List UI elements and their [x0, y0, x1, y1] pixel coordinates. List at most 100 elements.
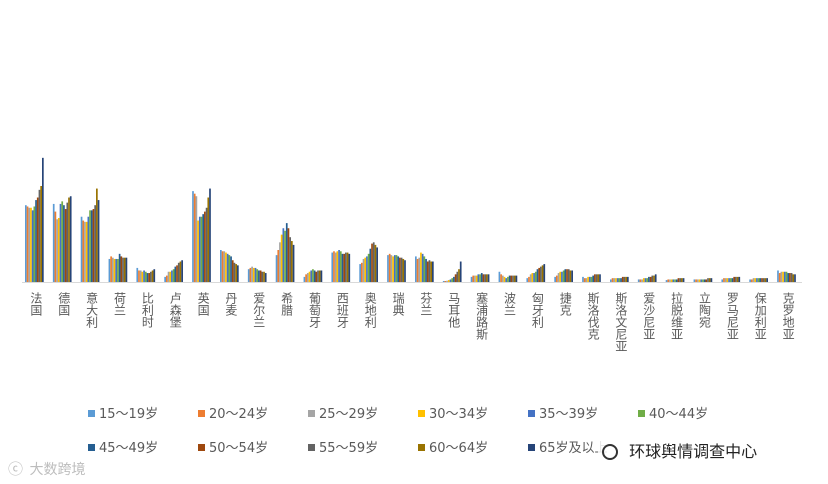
x-tick-label: 克罗地亚 [781, 292, 795, 340]
bar-24-4 [670, 279, 673, 282]
bar-11-10 [318, 270, 321, 282]
bar-1-10 [40, 186, 42, 282]
bar-8-4 [225, 252, 227, 282]
bar-8-3 [223, 251, 226, 282]
bar-16-3 [446, 280, 448, 282]
bar-7-8 [204, 211, 206, 282]
x-tick-labels: 法国 德国 意大利 荷兰 比利时 卢森堡 英国 丹麦 爱尔兰 希腊 葡萄牙 西班牙 奥地利 瑞典 芬兰 马耳他… [29, 291, 795, 352]
watermark-right: 环球舆情调查中心 [598, 436, 762, 464]
bar-4-3 [111, 257, 114, 282]
bar-15-3 [418, 257, 421, 282]
bar-22-1 [610, 279, 612, 282]
legend-swatch [638, 410, 645, 417]
x-tick-label: 荷兰 [113, 292, 127, 316]
bar-10-5 [282, 228, 285, 282]
bar-1-5 [31, 210, 34, 282]
bar-27-4 [754, 278, 757, 282]
bar-9-8 [259, 270, 262, 282]
bar-16-1 [442, 280, 445, 282]
bar-4-11 [125, 257, 128, 282]
bar-19-2 [528, 276, 530, 282]
bar-8-7 [230, 256, 232, 282]
bar-16-10 [458, 269, 460, 282]
bar-26-3 [724, 278, 727, 282]
bar-20-4 [559, 271, 562, 282]
bar-22-10 [625, 276, 627, 282]
bar-11-11 [320, 270, 323, 282]
x-tick-label: 意大利 [85, 291, 99, 328]
bar-14-3 [390, 255, 393, 282]
x-tick-label: 斯洛文尼亚 [614, 292, 628, 352]
bar-28-2 [778, 273, 781, 282]
x-tick-label: 德国 [57, 291, 71, 316]
bar-9-3 [251, 266, 253, 282]
bar-2-10 [68, 197, 70, 282]
bar-20-11 [571, 270, 573, 282]
bar-17-1 [470, 276, 473, 282]
bar-12-1 [331, 252, 334, 282]
bar-17-4 [475, 275, 478, 282]
bar-8-9 [233, 262, 236, 282]
bar-11-1 [303, 276, 306, 282]
bar-9-10 [263, 271, 265, 282]
bar-2-4 [57, 218, 60, 282]
bar-2-7 [63, 205, 65, 282]
bar-20-5 [561, 271, 563, 282]
bar-5-10 [151, 270, 154, 282]
bar-9-11 [264, 273, 267, 282]
x-tick-label: 保加利亚 [753, 292, 767, 340]
bar-2-8 [64, 209, 67, 282]
bar-7-2 [193, 193, 196, 282]
bar-11-5 [310, 270, 313, 282]
bar-5-1 [136, 267, 139, 282]
bar-23-6 [646, 278, 649, 282]
bar-25-8 [705, 279, 708, 282]
bar-1-3 [28, 207, 31, 282]
bar-12-8 [343, 253, 346, 282]
bar-10-3 [279, 242, 281, 282]
bar-12-4 [336, 251, 339, 282]
bar-19-3 [529, 274, 532, 282]
bar-6-5 [171, 270, 173, 282]
bar-1-8 [36, 197, 39, 282]
bar-23-2 [639, 279, 642, 282]
bar-25-1 [693, 279, 696, 282]
bar-12-10 [346, 252, 349, 282]
bar-24-5 [672, 279, 675, 282]
bar-28-8 [789, 273, 791, 282]
bar-6-7 [174, 266, 177, 282]
bar-1-4 [30, 207, 32, 282]
watermark-left-text: 大数跨境 [29, 462, 86, 478]
bar-26-11 [738, 276, 741, 282]
bar-10-7 [285, 223, 288, 282]
bar-21-5 [588, 276, 591, 282]
bar-8-11 [237, 265, 239, 282]
bar-19-11 [543, 264, 546, 282]
bar-16-6 [451, 278, 454, 282]
bar-18-9 [512, 275, 514, 282]
x-tick-label: 爱沙尼亚 [642, 292, 656, 340]
legend-label: 15～19岁 [99, 407, 158, 422]
bar-11-6 [312, 269, 314, 282]
bar-7-7 [202, 214, 205, 282]
bar-10-6 [284, 230, 286, 282]
bar-12-9 [345, 252, 347, 282]
x-tick-label: 丹麦 [224, 292, 238, 317]
bar-4-6 [117, 258, 119, 282]
bar-26-1 [721, 279, 724, 282]
bar-3-1 [80, 216, 83, 282]
bar-22-4 [615, 278, 617, 282]
bar-14-10 [402, 258, 405, 282]
bar-4-10 [123, 257, 126, 282]
bar-21-4 [587, 276, 589, 282]
bar-10-11 [292, 244, 295, 282]
bar-17-2 [472, 275, 475, 282]
bar-13-5 [366, 256, 368, 282]
bar-1-6 [33, 206, 36, 282]
legend-label: 40～44岁 [649, 407, 708, 422]
bar-2-3 [56, 219, 58, 282]
bar-7-10 [207, 197, 210, 282]
bar-11-7 [313, 270, 316, 282]
bar-13-4 [364, 257, 367, 282]
bar-15-4 [420, 252, 422, 282]
